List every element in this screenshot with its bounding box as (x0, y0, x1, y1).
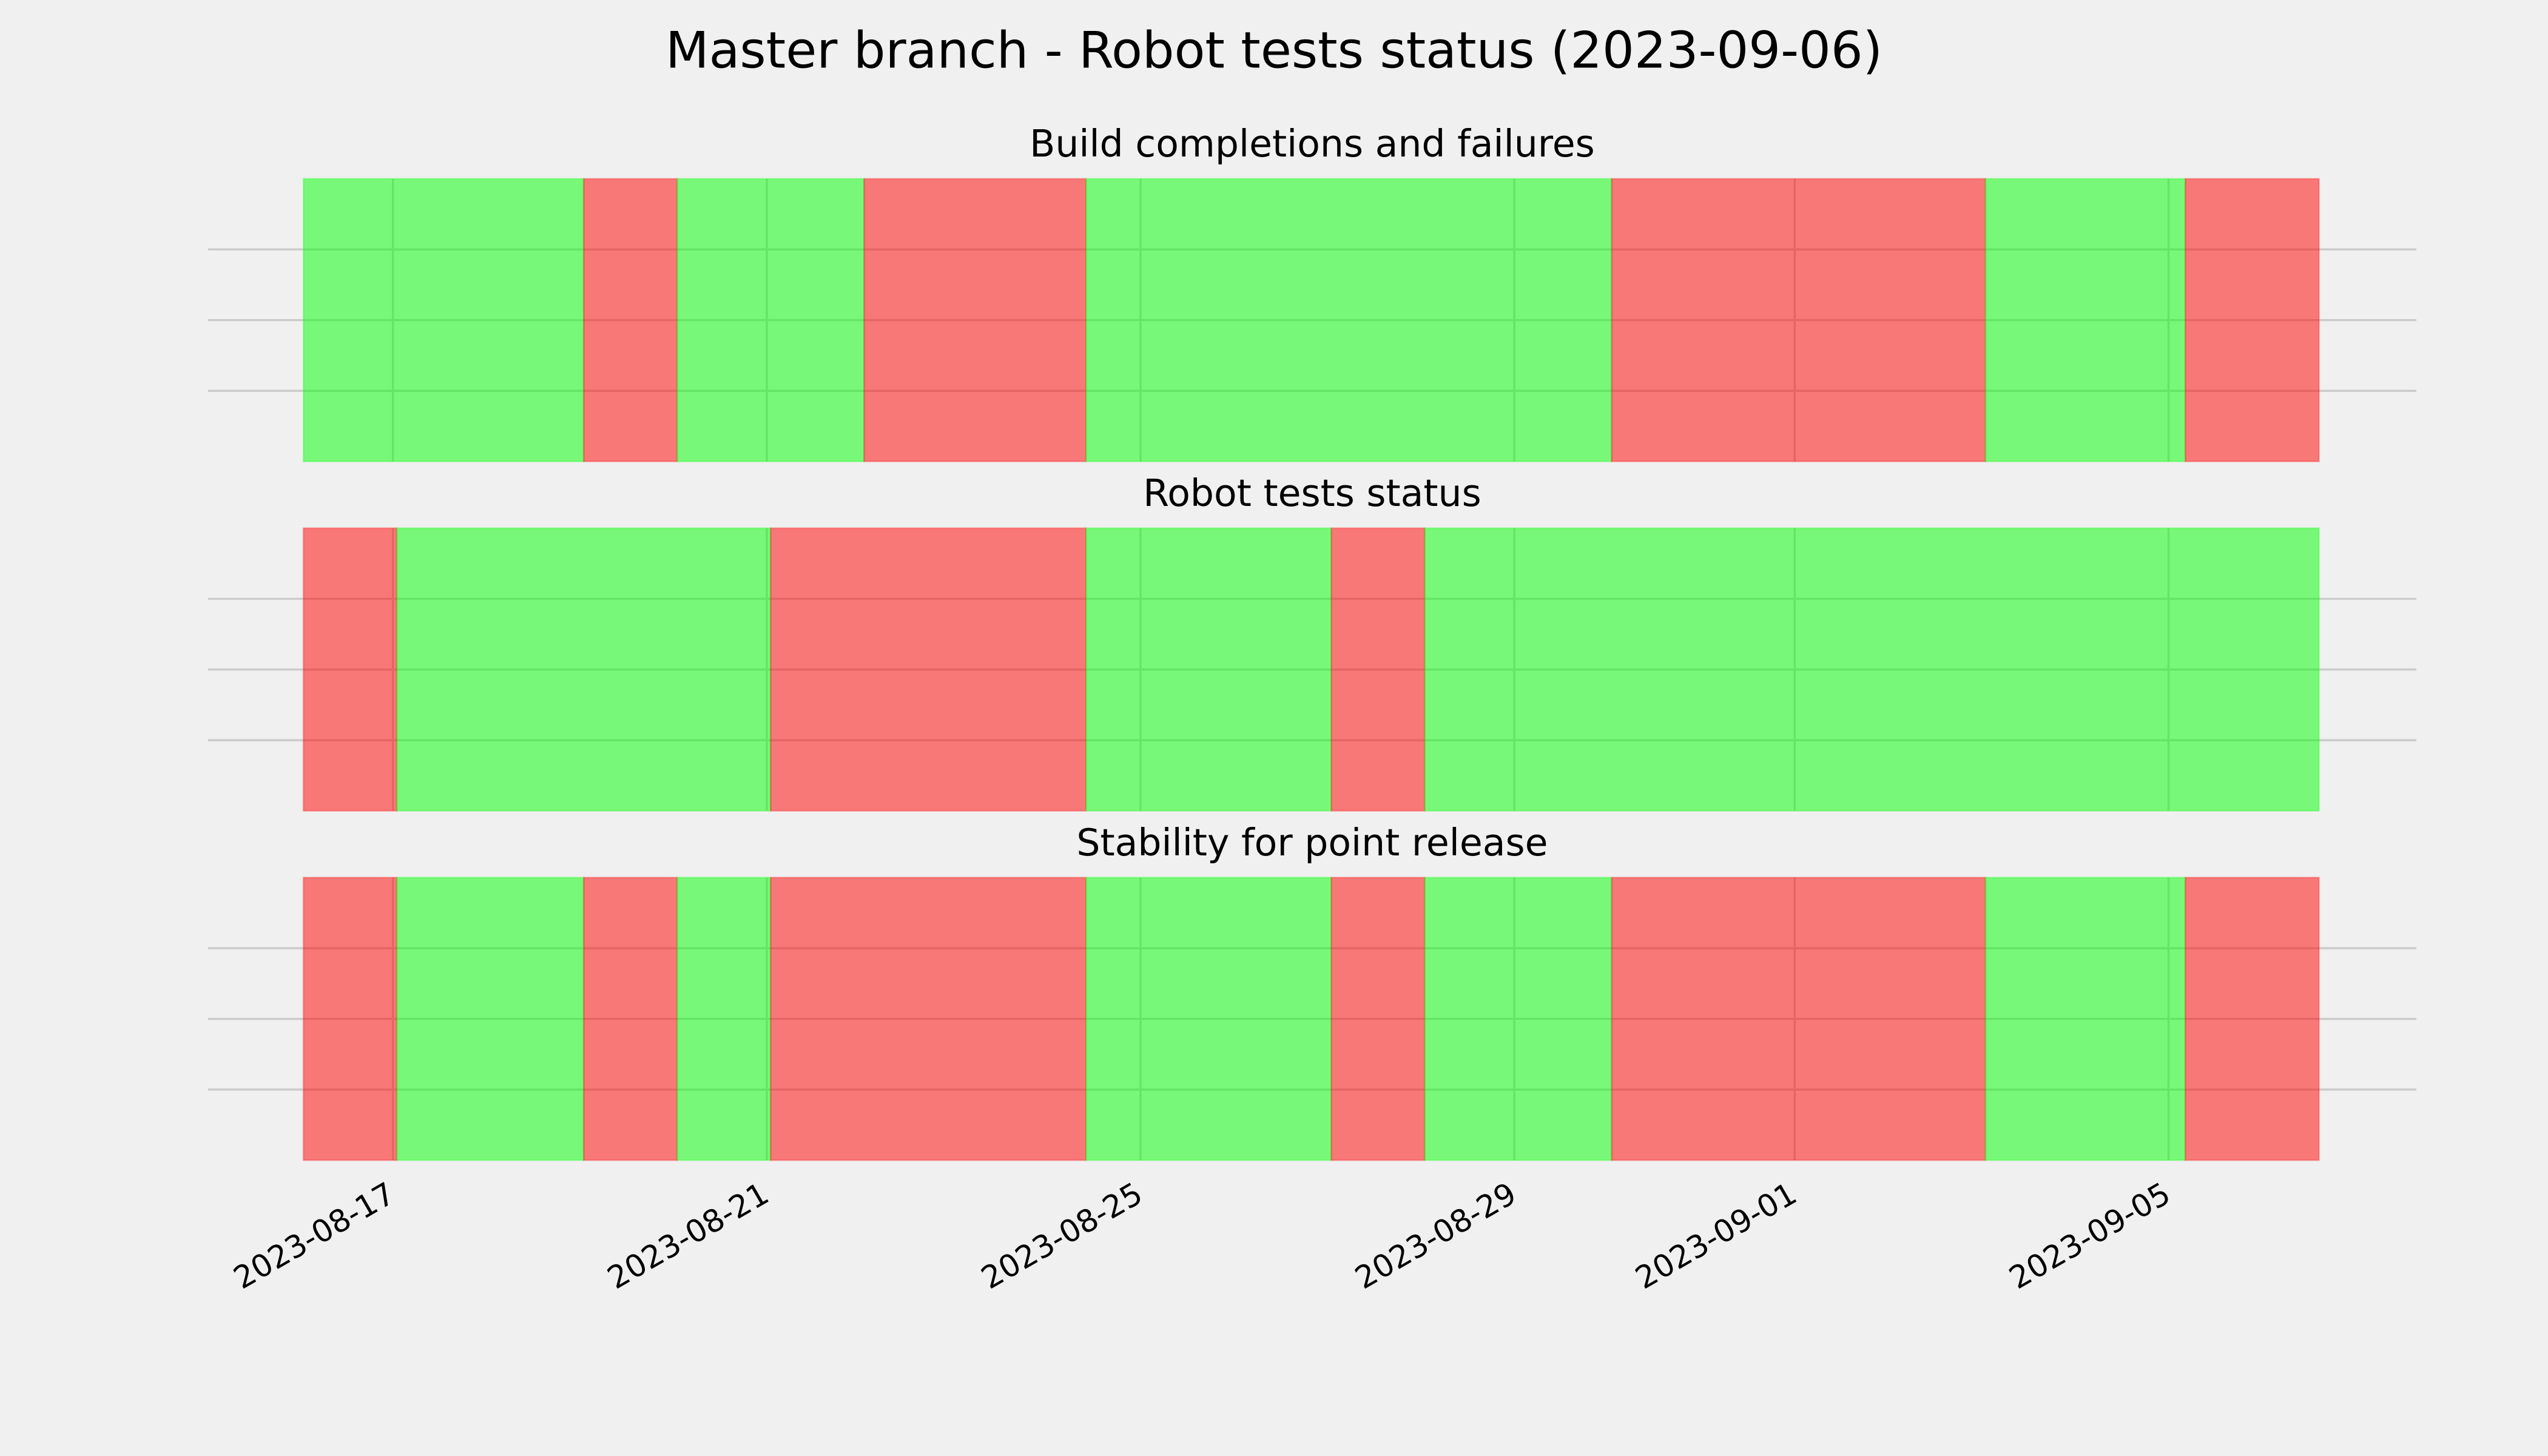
status-span (302, 877, 398, 1161)
status-span (1085, 178, 1613, 463)
status-span (1330, 527, 1426, 812)
status-span (582, 178, 678, 463)
status-span (1611, 877, 1987, 1161)
status-span (1984, 178, 2186, 463)
subplot-title: Build completions and failures (1030, 122, 1595, 166)
status-span (302, 178, 585, 463)
status-span (582, 877, 678, 1161)
status-span (2184, 178, 2320, 463)
status-span (676, 178, 865, 463)
status-span (1330, 877, 1426, 1161)
status-span (302, 527, 398, 812)
status-span (769, 877, 1087, 1161)
figure-title: Master branch - Robot tests status (2023… (666, 21, 1882, 79)
status-span (2184, 877, 2320, 1161)
status-span (676, 877, 772, 1161)
subplot-title: Stability for point release (1076, 821, 1548, 864)
status-span (769, 527, 1087, 812)
status-span (1611, 178, 1987, 463)
status-span (1424, 527, 2320, 812)
status-span (396, 527, 772, 812)
status-span (1424, 877, 1613, 1161)
status-span (863, 178, 1087, 463)
status-span (1085, 527, 1332, 812)
status-span (1085, 877, 1332, 1161)
status-span (1984, 877, 2186, 1161)
status-span (396, 877, 585, 1161)
subplot-title: Robot tests status (1143, 471, 1481, 515)
